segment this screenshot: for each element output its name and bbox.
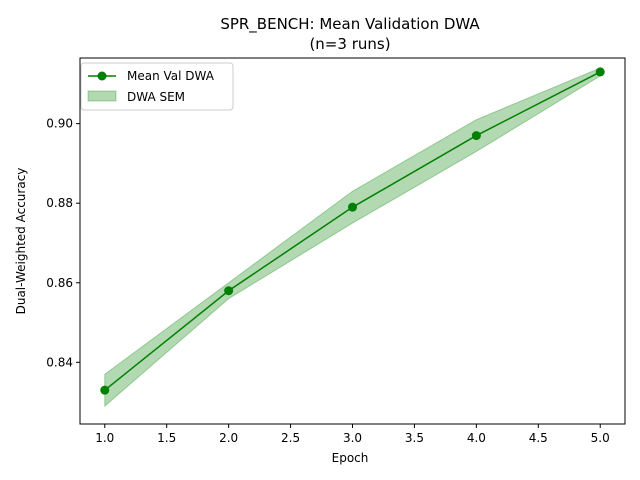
axes-frame (79, 57, 626, 425)
x-tick-label: 1.5 (157, 431, 176, 445)
x-tick-label: 3.5 (405, 431, 424, 445)
y-axis-label: Dual-Weighted Accuracy (14, 168, 28, 315)
mean-point (471, 131, 481, 141)
mean-point (348, 202, 357, 212)
chart-title: SPR_BENCH: Mean Validation DWA (220, 15, 480, 34)
sem-band (104, 67, 601, 408)
x-axis-ticks: 1.0 1.5 2.0 2.5 3.0 3.5 4.0 4.5 5.0 (95, 424, 610, 445)
x-tick-label: 2.5 (281, 431, 300, 445)
mean-point (224, 286, 234, 296)
x-tick-label: 1.0 (95, 431, 114, 445)
legend-band-swatch (87, 90, 117, 102)
chart-subtitle: (n=3 runs) (309, 35, 390, 53)
x-tick-label: 3.0 (343, 431, 362, 445)
mean-point (595, 67, 605, 77)
x-tick-label: 2.0 (219, 431, 238, 445)
y-tick-label: 0.84 (46, 355, 73, 369)
x-axis-label: Epoch (332, 451, 369, 465)
y-tick-label: 0.88 (46, 196, 73, 210)
y-axis-ticks: 0.84 0.86 0.88 0.90 (46, 117, 80, 369)
x-tick-label: 4.5 (529, 431, 548, 445)
mean-point (100, 385, 110, 395)
y-tick-label: 0.86 (46, 276, 73, 290)
legend: Mean Val DWA DWA SEM (80, 62, 234, 111)
legend-box (80, 62, 234, 111)
y-tick-label: 0.90 (46, 117, 73, 131)
plot-area (100, 67, 605, 408)
x-tick-label: 4.0 (467, 431, 486, 445)
legend-marker-swatch (97, 71, 107, 81)
legend-label-sem: DWA SEM (127, 90, 185, 104)
x-tick-label: 5.0 (591, 431, 610, 445)
legend-label-mean: Mean Val DWA (127, 69, 215, 83)
